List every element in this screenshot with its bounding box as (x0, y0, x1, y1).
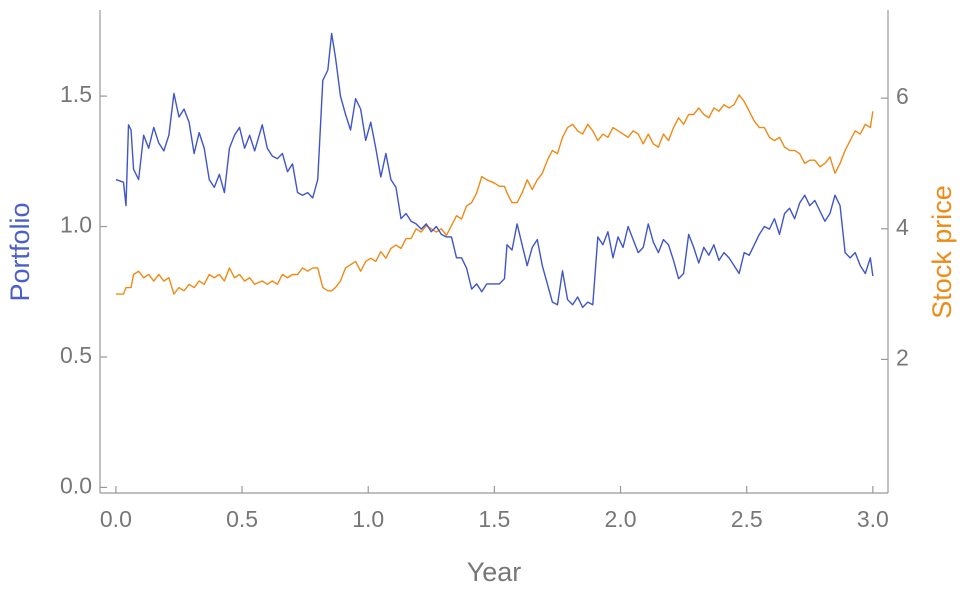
x-axis-title: Year (467, 557, 522, 587)
x-tick-label: 1.0 (352, 506, 384, 532)
y-tick-label: 0.5 (60, 342, 92, 368)
x-tick-label: 2.0 (605, 506, 637, 532)
x-tick-label: 1.5 (478, 506, 510, 532)
y-tick-label: 1.5 (60, 81, 92, 107)
y-tick-label: 1.0 (60, 212, 92, 238)
y2-tick-label: 4 (896, 214, 909, 240)
y2-tick-label: 2 (896, 344, 909, 370)
x-tick-label: 3.0 (857, 506, 889, 532)
y2-axis-title: Stock price (927, 185, 957, 319)
y2-tick-label: 6 (896, 83, 909, 109)
x-tick-label: 2.5 (731, 506, 763, 532)
data-line (115, 94, 874, 295)
y-axis-title: Portfolio (5, 202, 35, 301)
x-tick-label: 0.5 (226, 506, 258, 532)
data-line (115, 32, 874, 309)
x-tick-label: 0.0 (100, 506, 132, 532)
y-tick-label: 0.0 (60, 472, 92, 498)
